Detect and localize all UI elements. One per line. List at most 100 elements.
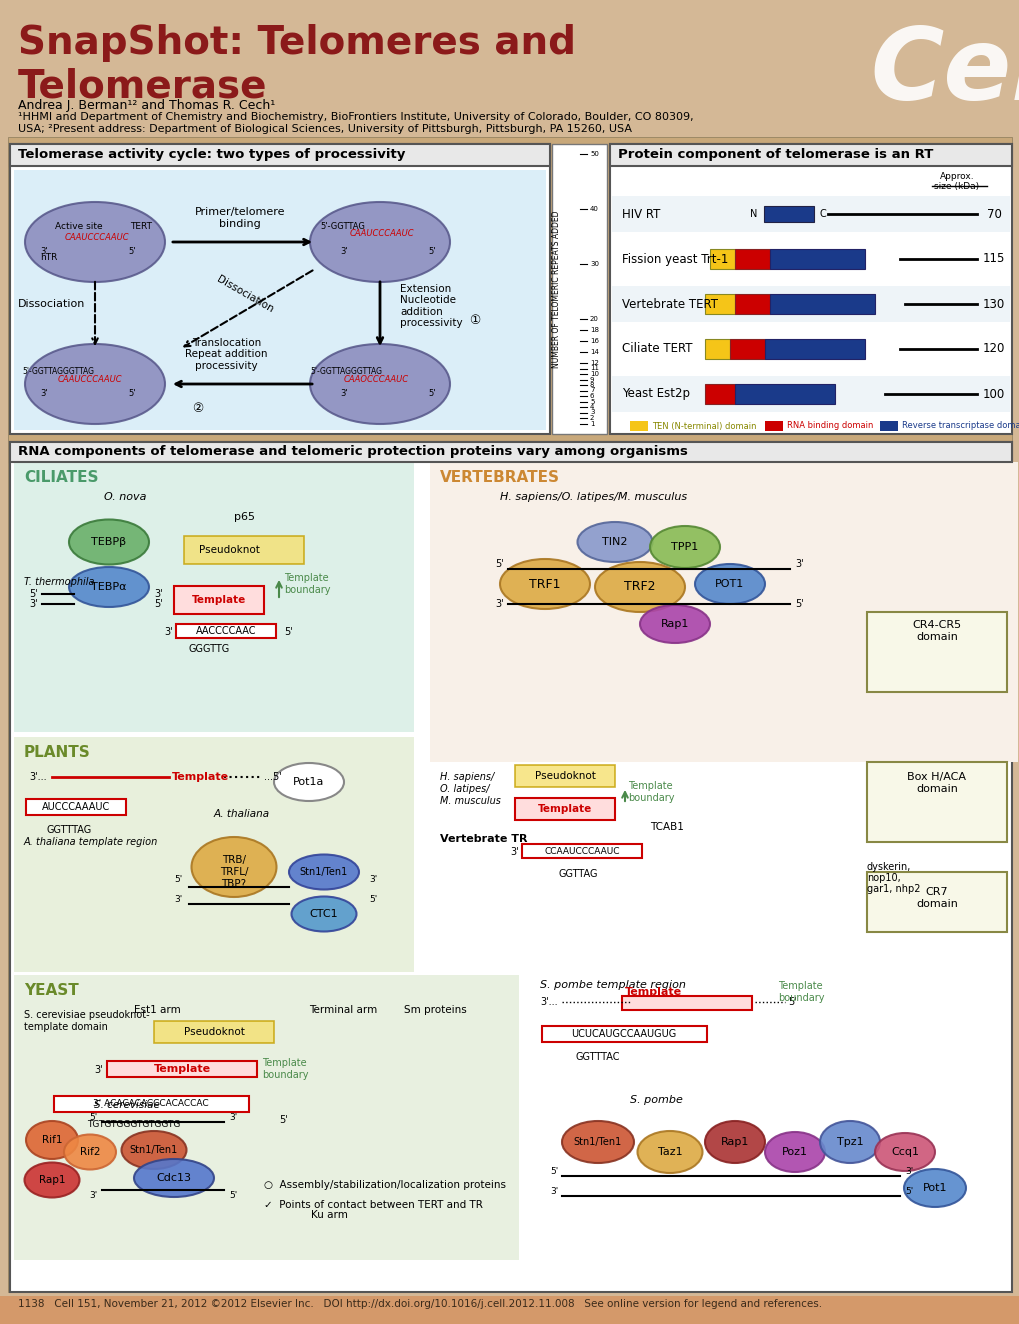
Text: Telomerase activity cycle: two types of processivity: Telomerase activity cycle: two types of …	[18, 148, 405, 162]
Text: 5': 5'	[279, 1115, 287, 1125]
Text: Poz1: Poz1	[782, 1147, 807, 1157]
Text: 5': 5'	[229, 1190, 237, 1200]
Text: 40: 40	[589, 207, 598, 212]
Text: Approx.
size (kDa): Approx. size (kDa)	[933, 172, 978, 192]
Bar	[430, 462, 1017, 763]
Text: 3': 3'	[904, 1168, 912, 1177]
Text: TEBPβ: TEBPβ	[92, 538, 126, 547]
Text: Stn1/Ten1: Stn1/Ten1	[574, 1137, 622, 1147]
Bar	[522, 843, 641, 858]
Text: 3': 3'	[29, 598, 38, 609]
Bar	[879, 421, 897, 432]
Text: p65: p65	[233, 512, 255, 522]
Text: Pot1: Pot1	[922, 1184, 947, 1193]
Ellipse shape	[903, 1169, 965, 1207]
Text: C: C	[819, 209, 826, 218]
Text: gar1, nhp2: gar1, nhp2	[866, 884, 919, 894]
Text: Box H/ACA: Box H/ACA	[907, 772, 966, 782]
Ellipse shape	[561, 1121, 634, 1162]
Bar	[769, 294, 874, 314]
Bar	[174, 587, 264, 614]
Text: Template
boundary: Template boundary	[777, 981, 823, 1002]
Text: CCAAUCCCAAUC: CCAAUCCCAAUC	[544, 846, 620, 855]
Text: 3': 3'	[794, 559, 803, 569]
Text: TIN2: TIN2	[601, 538, 627, 547]
Text: Sm proteins: Sm proteins	[404, 1005, 467, 1016]
Text: TEBPα: TEBPα	[91, 583, 126, 592]
Bar	[735, 384, 835, 404]
Ellipse shape	[69, 567, 149, 606]
Text: CILIATES: CILIATES	[24, 470, 99, 485]
Text: VERTEBRATES: VERTEBRATES	[439, 470, 559, 485]
Text: Rap1: Rap1	[39, 1174, 65, 1185]
Text: 5': 5'	[283, 628, 292, 637]
Bar	[609, 144, 1011, 434]
Text: Ciliate TERT: Ciliate TERT	[622, 343, 692, 356]
Text: 5': 5'	[89, 1113, 97, 1123]
Text: 115: 115	[982, 253, 1004, 266]
Bar	[10, 144, 549, 166]
Text: domain: domain	[915, 899, 957, 910]
Text: 18: 18	[589, 327, 598, 334]
Text: 5': 5'	[788, 997, 796, 1008]
Bar	[25, 798, 126, 816]
Text: CAAUCCCAAUC: CAAUCCCAAUC	[65, 233, 129, 241]
Ellipse shape	[704, 1121, 764, 1162]
Bar	[730, 339, 764, 359]
Ellipse shape	[639, 605, 709, 643]
Bar	[763, 207, 813, 222]
Bar	[709, 249, 735, 269]
Bar	[154, 1021, 274, 1043]
Text: ...5': ...5'	[264, 772, 281, 782]
Text: 5': 5'	[29, 589, 38, 598]
Text: 9: 9	[589, 376, 594, 383]
Text: 3'...: 3'...	[29, 772, 47, 782]
Text: Vertebrate TERT: Vertebrate TERT	[622, 298, 717, 311]
Text: Primer/telomere
binding: Primer/telomere binding	[195, 208, 285, 229]
Bar	[515, 765, 614, 786]
Ellipse shape	[133, 1158, 214, 1197]
Text: AACCCCAAC: AACCCCAAC	[196, 626, 256, 636]
Text: 3': 3'	[40, 246, 48, 256]
Text: Template: Template	[172, 772, 229, 782]
Text: TCAB1: TCAB1	[649, 822, 683, 831]
Bar	[176, 624, 276, 638]
Text: ①: ①	[469, 315, 480, 327]
Bar	[10, 442, 1011, 462]
Text: 4: 4	[589, 404, 594, 410]
Text: ¹HHMI and Department of Chemistry and Biochemistry, BioFrontiers Institute, Univ: ¹HHMI and Department of Chemistry and Bi…	[18, 113, 693, 122]
Text: 5': 5'	[428, 389, 435, 399]
Bar	[515, 798, 614, 820]
Ellipse shape	[192, 837, 276, 896]
Text: ✓  Points of contact between TERT and TR: ✓ Points of contact between TERT and TR	[264, 1200, 482, 1210]
Text: PLANTS: PLANTS	[24, 745, 91, 760]
Text: nop10,: nop10,	[866, 873, 900, 883]
Bar	[611, 196, 1009, 232]
Text: 5': 5'	[549, 1168, 557, 1177]
Ellipse shape	[274, 763, 343, 801]
Ellipse shape	[310, 344, 449, 424]
Bar	[704, 294, 735, 314]
Text: 3': 3'	[369, 875, 377, 884]
Text: A. thaliana template region: A. thaliana template region	[24, 837, 158, 847]
Text: HIV RT: HIV RT	[622, 208, 659, 221]
Bar	[14, 169, 545, 430]
Text: 3': 3'	[89, 1190, 97, 1200]
Bar	[622, 996, 751, 1010]
Text: 70: 70	[985, 208, 1001, 221]
Text: H. sapiens/: H. sapiens/	[439, 772, 494, 782]
Text: 1138   Cell 151, November 21, 2012 ©2012 Elsevier Inc.   DOI http://dx.doi.org/1: 1138 Cell 151, November 21, 2012 ©2012 E…	[18, 1299, 821, 1309]
Bar	[0, 1296, 1019, 1324]
Bar	[764, 339, 864, 359]
Text: domain: domain	[915, 784, 957, 794]
Bar	[551, 144, 606, 434]
Text: dyskerin,: dyskerin,	[866, 862, 911, 873]
Text: Pseudoknot: Pseudoknot	[199, 545, 260, 555]
Text: TRF1: TRF1	[529, 577, 560, 591]
Text: GGGTTG: GGGTTG	[189, 643, 229, 654]
Text: Vertebrate TR: Vertebrate TR	[439, 834, 527, 843]
Text: TEN (N-terminal) domain: TEN (N-terminal) domain	[651, 421, 756, 430]
Bar	[764, 421, 783, 432]
Text: 3': 3'	[154, 589, 162, 598]
Text: Stn1/Ten1: Stn1/Ten1	[300, 867, 347, 876]
